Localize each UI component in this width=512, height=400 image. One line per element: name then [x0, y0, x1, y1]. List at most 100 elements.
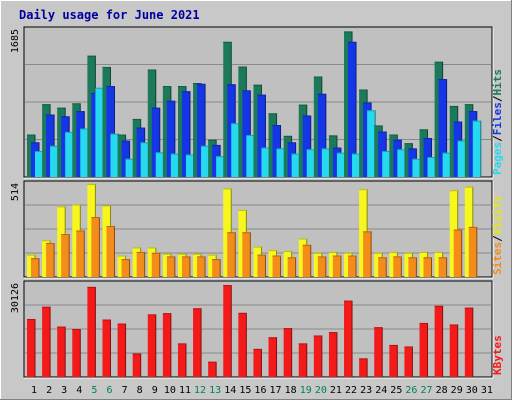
bar-sites-day-6	[106, 225, 115, 277]
legend-entry: Hits	[491, 69, 504, 96]
bar-pages-day-30	[472, 120, 481, 177]
chart-title: Daily usage for June 2021	[19, 8, 200, 22]
chart-panels: 1685Pages/Files/Hits514Sites/Visits30126…	[10, 26, 504, 379]
bar-sites-day-27	[423, 257, 432, 277]
bar-pages-day-23	[367, 110, 376, 177]
x-tick-label-day-23: 23	[360, 385, 372, 396]
x-tick-label-day-15: 15	[239, 385, 251, 396]
bar-pages-day-22	[352, 153, 361, 177]
bar-kbytes-day-26	[404, 346, 413, 377]
x-tick-label-day-2: 2	[46, 385, 52, 396]
y-max-label: 1685	[10, 29, 21, 53]
panel-kbytes: 30126 KBytes	[10, 280, 504, 379]
bar-sites-day-26	[408, 257, 417, 277]
bar-sites-day-4	[76, 230, 85, 277]
x-tick-label-day-9: 9	[152, 385, 158, 396]
bar-sites-day-21	[332, 255, 341, 277]
bar-pages-day-13	[216, 156, 225, 177]
legend-entry: Visits	[491, 196, 504, 236]
bar-kbytes-day-18	[283, 328, 292, 377]
bar-pages-day-8	[140, 142, 149, 177]
bar-pages-day-11	[185, 154, 194, 177]
legend-visits-sites: Sites/Visits	[491, 196, 504, 276]
legend-hits-files-pages: Pages/Files/Hits	[491, 69, 504, 175]
bar-files-day-11	[181, 91, 190, 177]
bar-sites-day-24	[378, 257, 387, 277]
bar-pages-day-3	[65, 131, 74, 177]
bar-pages-day-10	[170, 153, 179, 177]
bar-kbytes-day-2	[42, 306, 51, 377]
bar-pages-day-5	[95, 87, 104, 177]
bar-sites-day-20	[317, 256, 326, 277]
bar-files-day-6	[106, 86, 115, 177]
bar-kbytes-day-17	[268, 337, 277, 377]
bar-sites-day-14	[227, 232, 236, 277]
x-tick-label-day-18: 18	[285, 385, 297, 396]
bar-kbytes-day-14	[223, 285, 232, 377]
x-tick-label-day-3: 3	[61, 385, 67, 396]
bar-sites-day-11	[181, 256, 190, 277]
bar-pages-day-4	[80, 128, 89, 177]
bar-kbytes-day-12	[193, 308, 202, 377]
x-tick-label-day-17: 17	[270, 385, 282, 396]
legend-entry: /	[491, 135, 504, 142]
bar-kbytes-day-4	[72, 329, 81, 377]
bar-sites-day-30	[468, 226, 477, 277]
x-tick-label-day-30: 30	[466, 385, 478, 396]
x-tick-label-day-22: 22	[345, 385, 357, 396]
bar-sites-day-29	[453, 229, 462, 277]
bar-pages-day-17	[276, 148, 285, 177]
bar-pages-day-25	[397, 149, 406, 177]
panel-visits-sites: 514 Sites/Visits	[10, 180, 504, 279]
bar-files-day-15	[242, 90, 251, 177]
bar-pages-day-2	[50, 145, 59, 177]
bar-kbytes-day-29	[449, 324, 458, 377]
bar-sites-day-12	[197, 256, 206, 277]
bar-sites-day-9	[151, 252, 160, 277]
x-tick-label-day-26: 26	[405, 385, 417, 396]
legend-entry: /	[491, 235, 504, 242]
bar-sites-day-5	[91, 217, 100, 277]
bar-pages-day-29	[457, 140, 466, 177]
x-tick-label-day-5: 5	[91, 385, 97, 396]
bar-kbytes-day-8	[132, 353, 141, 377]
x-tick-label-day-12: 12	[194, 385, 206, 396]
bar-kbytes-day-3	[57, 326, 66, 377]
x-tick-label-day-4: 4	[76, 385, 82, 396]
x-tick-label-day-31: 31	[481, 385, 493, 396]
bar-sites-day-18	[287, 257, 296, 277]
bar-files-day-16	[257, 94, 266, 177]
bar-kbytes-day-21	[328, 332, 337, 377]
bar-pages-day-20	[321, 148, 330, 177]
x-tick-label-day-6: 6	[106, 385, 112, 396]
legend-entry: Sites	[491, 242, 504, 275]
bar-kbytes-day-16	[253, 348, 262, 377]
bar-pages-day-15	[246, 134, 255, 177]
x-tick-label-day-13: 13	[209, 385, 221, 396]
bar-pages-day-1	[35, 151, 43, 177]
bar-pages-day-28	[442, 152, 451, 177]
legend-entry: Files	[491, 102, 504, 135]
bar-kbytes-day-5	[87, 286, 96, 377]
x-axis-labels: 1 2 3 4 5 6 7 8 9 10 11 12 13 14 15 16 17 18 19 20 21 22 23 24 2…	[31, 385, 493, 396]
bar-pages-day-24	[382, 151, 391, 177]
bar-files-day-9	[151, 107, 160, 177]
x-tick-label-day-16: 16	[254, 385, 266, 396]
x-tick-label-day-24: 24	[375, 385, 387, 396]
x-tick-label-day-11: 11	[179, 385, 191, 396]
bar-kbytes-day-15	[238, 312, 247, 377]
bar-kbytes-day-11	[177, 343, 186, 377]
x-tick-label-day-27: 27	[420, 385, 432, 396]
bar-sites-day-15	[242, 232, 251, 277]
bar-pages-day-6	[110, 133, 119, 177]
bar-pages-day-27	[427, 157, 436, 177]
x-tick-label-day-20: 20	[315, 385, 327, 396]
bar-files-day-22	[348, 41, 357, 178]
bar-files-day-12	[197, 83, 206, 177]
legend-entry: /	[491, 95, 504, 102]
bar-kbytes-day-6	[102, 319, 111, 377]
y-max-label: 514	[10, 183, 21, 201]
bar-files-day-19	[302, 115, 311, 177]
bar-sites-day-19	[302, 244, 311, 277]
